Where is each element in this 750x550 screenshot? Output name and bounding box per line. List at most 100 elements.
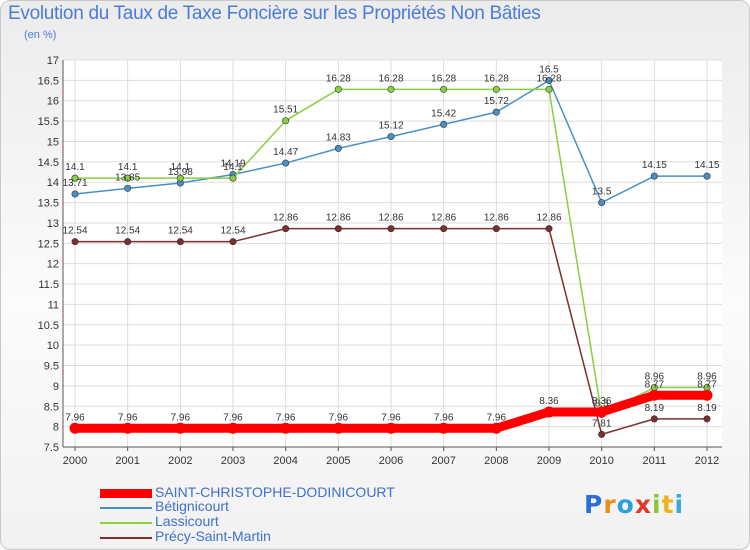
data-point — [440, 85, 448, 93]
y-tick-label: 8.5 — [44, 401, 59, 413]
data-label: 13.98 — [168, 167, 193, 178]
data-point — [71, 190, 79, 198]
x-tick-label: 2012 — [695, 455, 719, 467]
data-label: 8.36 — [539, 396, 559, 407]
y-tick-label: 11.5 — [38, 279, 59, 291]
data-label: 12.54 — [220, 226, 245, 237]
data-point — [122, 422, 134, 434]
data-point — [334, 85, 342, 93]
data-label: 12.86 — [484, 213, 509, 224]
data-label: 8.3 — [595, 398, 609, 409]
data-label: 13.85 — [115, 172, 140, 183]
data-label: 8.96 — [697, 372, 717, 383]
data-point — [650, 172, 658, 180]
x-tick-label: 2001 — [115, 455, 139, 467]
data-label: 12.54 — [62, 226, 87, 237]
data-point — [387, 133, 395, 141]
data-label: 8.36 — [592, 396, 612, 407]
y-tick-label: 14.5 — [38, 157, 59, 169]
data-point — [124, 184, 132, 192]
data-point — [492, 85, 500, 93]
data-label: 8.19 — [645, 403, 665, 414]
data-label: 7.96 — [329, 412, 349, 423]
data-label: 12.86 — [378, 213, 403, 224]
data-label: 12.54 — [168, 226, 193, 237]
data-label: 14.83 — [326, 132, 351, 143]
legend-swatch — [100, 522, 152, 524]
data-label: 8.19 — [697, 403, 717, 414]
legend-swatch — [100, 537, 152, 539]
x-tick-label: 2002 — [168, 455, 192, 467]
data-point — [71, 174, 79, 182]
data-point — [545, 85, 553, 93]
x-tick-label: 2003 — [221, 455, 245, 467]
data-point — [227, 422, 239, 434]
data-point — [545, 76, 553, 84]
y-tick-label: 10 — [47, 340, 59, 352]
logo-letter: i — [674, 490, 685, 519]
y-tick-label: 10.5 — [38, 320, 59, 332]
x-tick-label: 2011 — [643, 455, 667, 467]
data-label: 7.96 — [223, 412, 243, 423]
legend-label: SAINT-CHRISTOPHE-DODINICOURT — [155, 484, 395, 500]
logo-letter: o — [616, 490, 635, 519]
data-point — [596, 406, 608, 418]
legend-label: Lassicourt — [155, 513, 219, 529]
data-point — [174, 422, 186, 434]
x-tick-label: 2009 — [537, 455, 561, 467]
data-label: 14.1 — [65, 162, 85, 173]
y-tick-label: 15 — [47, 136, 59, 148]
chart-subtitle: (en %) — [24, 29, 57, 41]
y-tick-label: 13.5 — [38, 198, 59, 210]
data-point — [492, 225, 500, 233]
data-label: 7.96 — [487, 412, 507, 423]
data-label: 8.96 — [645, 372, 665, 383]
data-label: 15.72 — [484, 96, 509, 107]
data-point — [650, 415, 658, 423]
data-point — [492, 108, 500, 116]
y-tick-label: 9.5 — [44, 361, 59, 373]
data-point — [490, 422, 502, 434]
data-point — [545, 225, 553, 233]
data-point — [124, 174, 132, 182]
data-point — [703, 172, 711, 180]
data-point — [648, 389, 660, 401]
logo-letter: r — [603, 490, 617, 519]
data-point — [440, 120, 448, 128]
data-point — [438, 422, 450, 434]
data-point — [385, 422, 397, 434]
data-label: 12.86 — [326, 213, 351, 224]
data-label: 12.86 — [273, 213, 298, 224]
y-tick-label: 16 — [47, 96, 59, 108]
legend-label: Bétignicourt — [155, 498, 229, 514]
proxiti-logo: Proxiti — [584, 490, 684, 519]
data-label: 12.54 — [115, 226, 140, 237]
data-label: 14.15 — [694, 160, 719, 171]
data-point — [229, 238, 237, 246]
plot-area — [63, 60, 722, 447]
data-label: 14.47 — [273, 147, 298, 158]
data-point — [703, 415, 711, 423]
x-tick-label: 2005 — [326, 455, 350, 467]
data-label: 16.28 — [326, 73, 351, 84]
data-point — [387, 85, 395, 93]
y-tick-label: 14 — [47, 177, 59, 189]
data-label: 16.28 — [431, 73, 456, 84]
data-label: 16.28 — [378, 73, 403, 84]
y-tick-label: 16.5 — [38, 75, 59, 87]
logo-letter: t — [661, 490, 675, 519]
data-point — [334, 225, 342, 233]
data-label: 14.1 — [171, 162, 191, 173]
data-label: 12.86 — [431, 213, 456, 224]
data-point — [543, 406, 555, 418]
data-label: 7.96 — [118, 412, 138, 423]
data-label: 7.96 — [276, 412, 296, 423]
data-label: 7.96 — [434, 412, 454, 423]
data-label: 13.5 — [592, 187, 612, 198]
legend-label: Précy-Saint-Martin — [155, 528, 271, 544]
data-label: 13.71 — [62, 178, 87, 189]
x-tick-label: 2004 — [273, 455, 297, 467]
y-tick-label: 13 — [47, 218, 59, 230]
data-label: 8.77 — [645, 379, 665, 390]
y-tick-label: 12.5 — [38, 238, 59, 250]
